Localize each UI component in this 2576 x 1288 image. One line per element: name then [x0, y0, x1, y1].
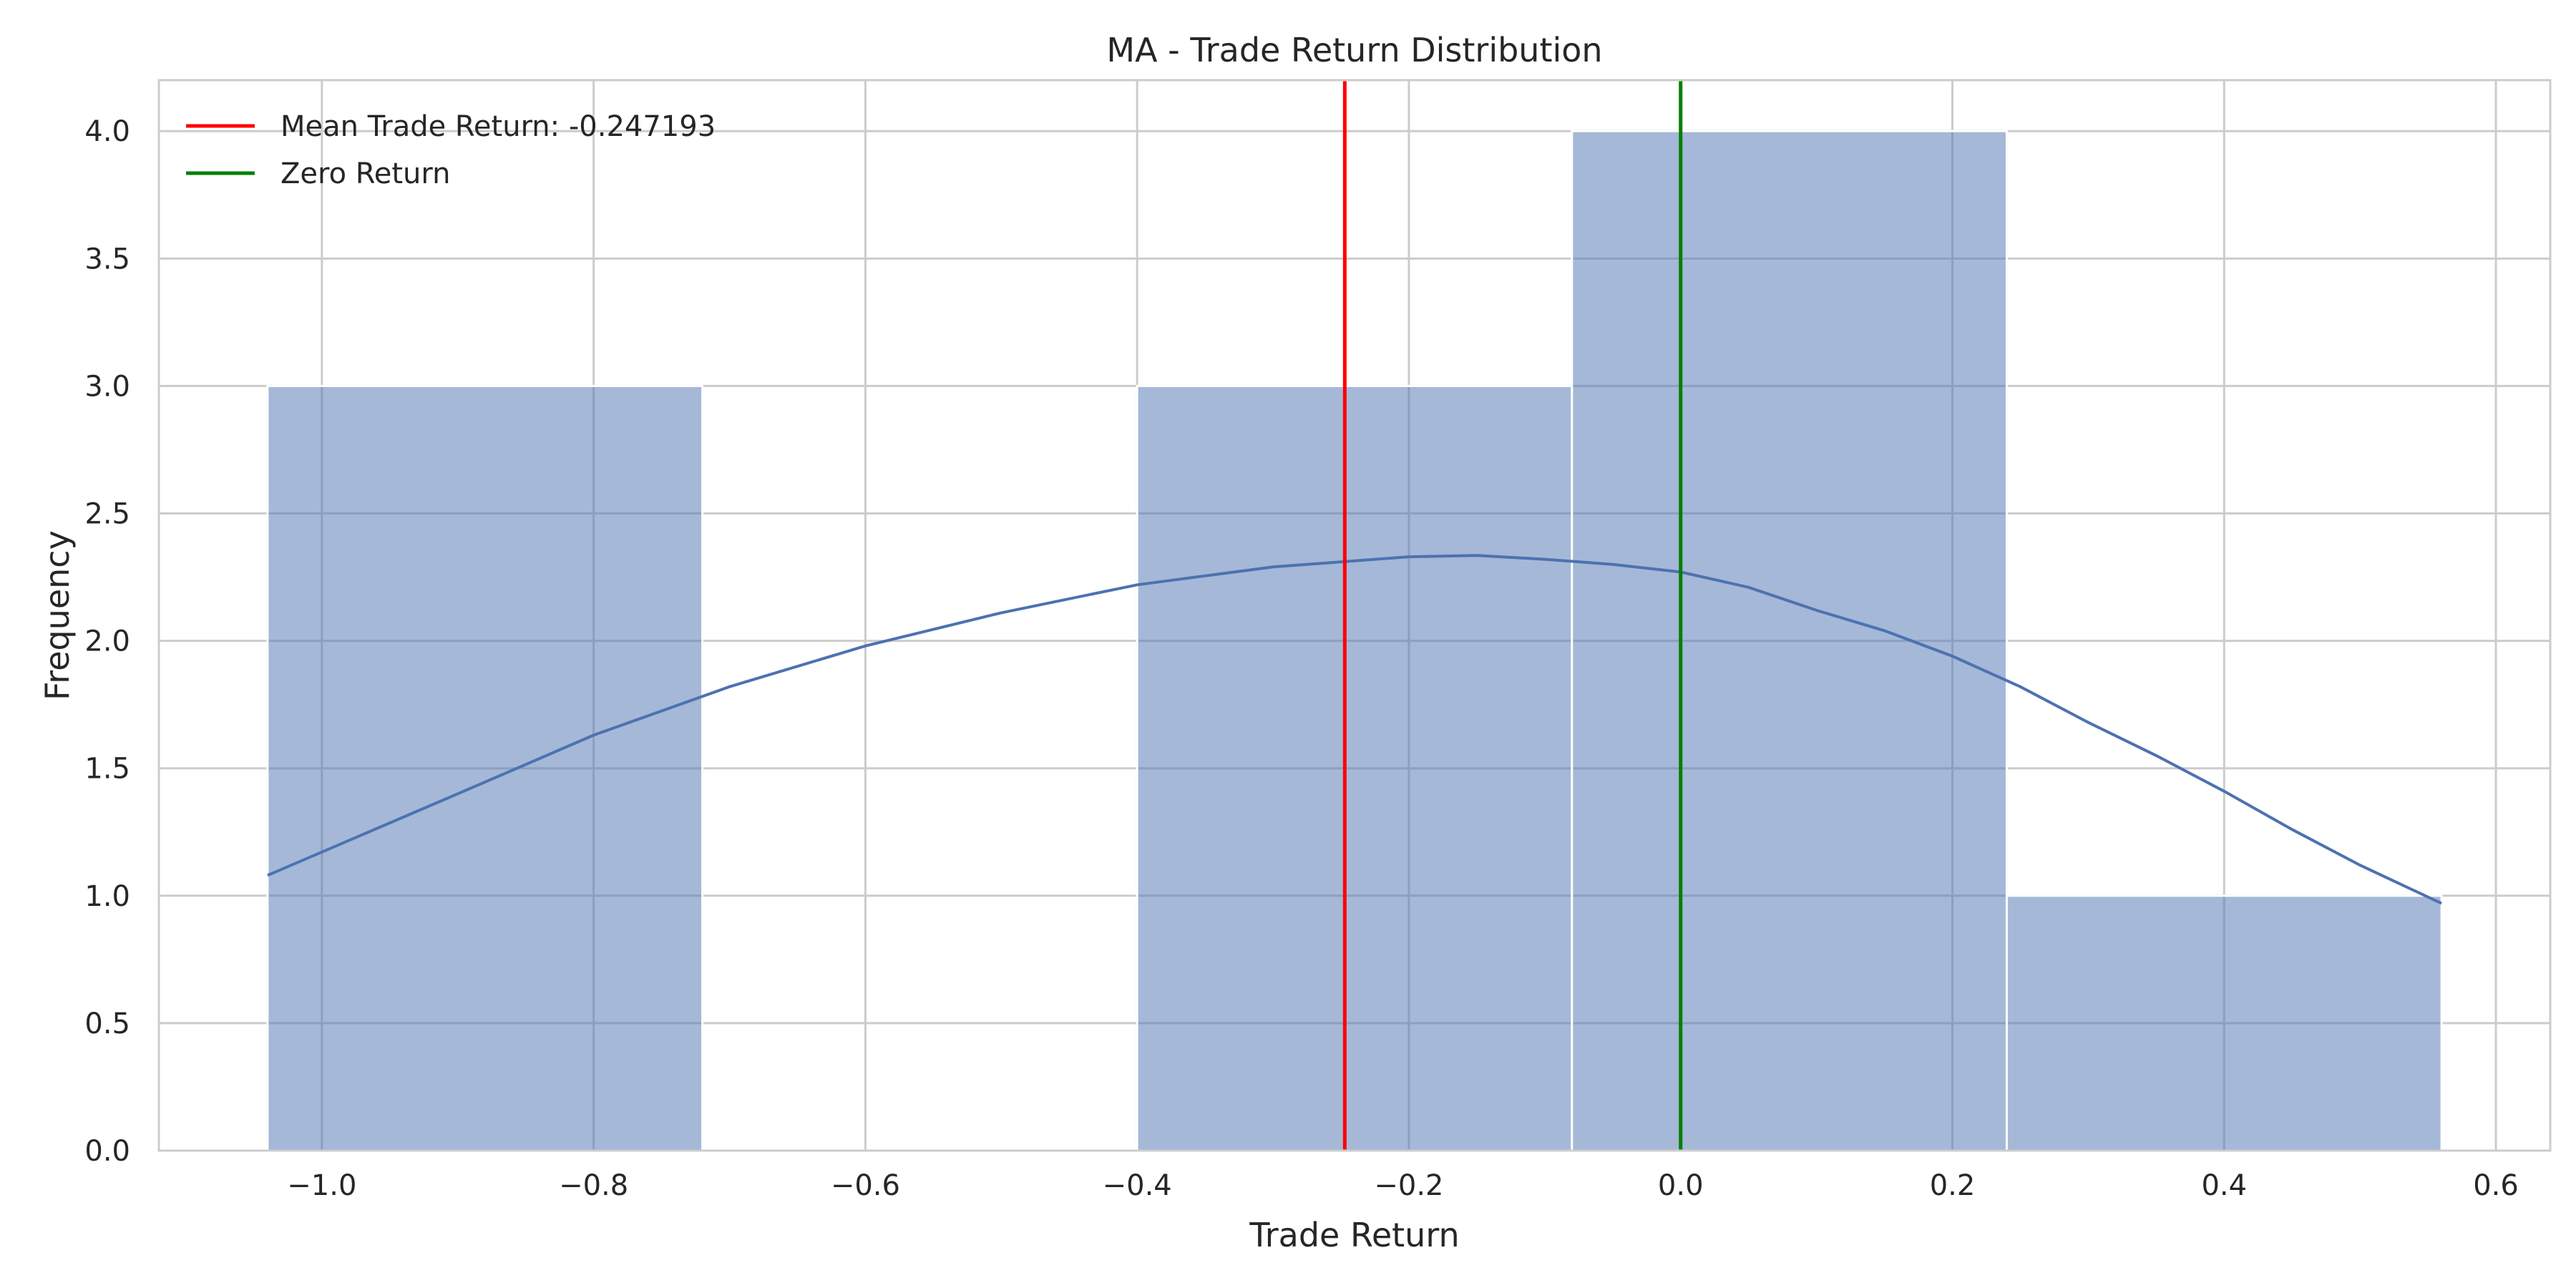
x-tick-label: 0.2 — [1930, 1169, 1976, 1202]
x-tick-label: 0.6 — [2473, 1169, 2519, 1202]
y-tick-label: 2.0 — [84, 625, 130, 658]
y-tick-label: 3.5 — [84, 243, 130, 275]
x-tick-label: −0.2 — [1374, 1169, 1443, 1202]
histogram-bar — [1136, 384, 1574, 1152]
x-axis-label: Trade Return — [1249, 1216, 1459, 1254]
y-tick-label: 1.5 — [84, 753, 130, 786]
x-tick-label: 0.0 — [1658, 1169, 1704, 1202]
y-tick-label: 0.5 — [84, 1008, 130, 1040]
legend: Mean Trade Return: -0.247193 Zero Return — [186, 110, 716, 190]
y-axis-label: Frequency — [38, 530, 77, 701]
y-tick-label: 2.5 — [84, 498, 130, 531]
y-tick-label: 1.0 — [84, 880, 130, 913]
reference-lines — [1342, 80, 1683, 1151]
x-tick-label: −0.8 — [559, 1169, 628, 1202]
x-tick-label: 0.4 — [2201, 1169, 2247, 1202]
histogram-bars — [266, 130, 2443, 1152]
x-tick-labels: −1.0 −0.8 −0.6 −0.4 −0.2 0.0 0.2 0.4 0.6 — [287, 1169, 2519, 1202]
histogram-bar — [266, 384, 704, 1152]
kde-curve — [267, 554, 2442, 905]
histogram-bar — [1571, 130, 2008, 1152]
y-tick-label: 0.0 — [84, 1135, 130, 1168]
x-tick-label: −0.4 — [1103, 1169, 1172, 1202]
legend-label: Mean Trade Return: -0.247193 — [280, 110, 716, 143]
chart-title: MA - Trade Return Distribution — [1106, 31, 1602, 69]
plot-frame — [157, 79, 2552, 1152]
x-tick-label: −0.6 — [831, 1169, 900, 1202]
y-tick-label: 3.0 — [84, 370, 130, 403]
histogram-bar — [2005, 894, 2443, 1152]
x-tick-label: −1.0 — [287, 1169, 356, 1202]
y-tick-labels: 0.0 0.5 1.0 1.5 2.0 2.5 3.0 3.5 4.0 — [84, 115, 130, 1168]
y-tick-label: 4.0 — [84, 115, 130, 148]
legend-label: Zero Return — [280, 157, 451, 190]
